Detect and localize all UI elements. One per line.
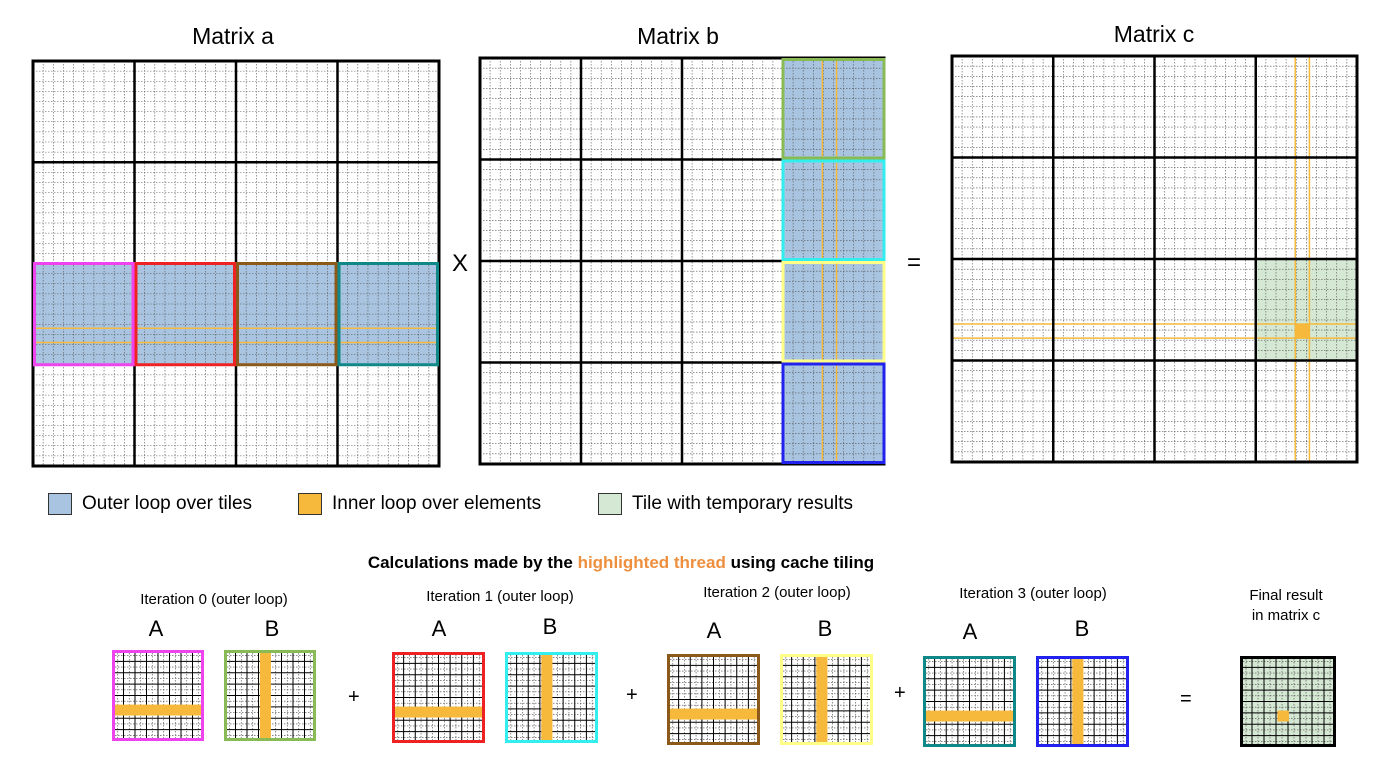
iteration-3-b-label: B [1074, 616, 1090, 641]
tile-a-0-outline [33, 262, 135, 367]
matrix-b [478, 56, 886, 466]
tile-border [392, 652, 485, 743]
tile-a-2-outline [236, 262, 338, 367]
calc-title: Calculations made by the highlighted thr… [171, 553, 1071, 573]
matrix-b-title: Matrix b [637, 23, 719, 49]
iteration-1-a-label: A [431, 616, 447, 641]
multiply-symbol: X [452, 250, 469, 277]
outer-loop-swatch [48, 493, 72, 515]
legend-temp: Tile with temporary results [598, 493, 853, 515]
final-result-tile [1240, 656, 1336, 747]
iteration-2-b-label: B [817, 616, 833, 641]
inner-loop-column [541, 652, 553, 743]
matrix-c-title: Matrix c [1113, 21, 1195, 47]
legend-outer: Outer loop over tiles [48, 493, 252, 515]
iteration-0-title: Iteration 0 (outer loop) [140, 591, 288, 608]
matrix-a-title: Matrix a [192, 23, 274, 49]
inner-loop-row [667, 708, 760, 720]
tile-border [1036, 656, 1129, 747]
matrix-border [950, 54, 1359, 464]
inner-loop-row [392, 706, 485, 718]
tile-border [505, 652, 598, 743]
iteration-1-b-label: B [542, 614, 558, 639]
iteration-2-tile-b [780, 654, 873, 745]
legend-inner-label: Inner loop over elements [332, 493, 542, 514]
iteration-0-a-label: A [148, 616, 164, 641]
inner-loop-row [923, 710, 1016, 722]
iteration-0-tile-a [112, 650, 204, 741]
iteration-2-a-label: A [706, 618, 722, 643]
iteration-0-b-label: B [264, 616, 280, 641]
tile-border [1240, 656, 1336, 747]
tile-border [224, 650, 316, 741]
iteration-0-tile-b [224, 650, 316, 741]
inner-loop-column [259, 650, 271, 741]
temp-tile-swatch [598, 493, 622, 515]
inner-loop-row [112, 704, 204, 716]
calc-title-after: using cache tiling [725, 553, 875, 572]
iteration-1-title: Iteration 1 (outer loop) [426, 588, 574, 605]
highlighted-element [1295, 323, 1310, 339]
tile-border [112, 650, 204, 741]
matrix-c [950, 54, 1359, 464]
equals-symbol-small: = [1180, 688, 1192, 710]
tile-b-0-outline [781, 58, 886, 160]
inner-loop-swatch [298, 493, 322, 515]
tile-a-1-outline [134, 262, 236, 367]
result-element [1277, 710, 1289, 722]
calc-title-before: Calculations made by the [367, 553, 578, 572]
iteration-2-title: Iteration 2 (outer loop) [703, 584, 851, 601]
tile-b-1-outline [781, 159, 886, 261]
tile-b-2-outline [781, 261, 886, 363]
iteration-2-tile-a [667, 654, 760, 745]
plus-symbol-1: + [348, 686, 360, 708]
tile-border [667, 654, 760, 745]
legend-temp-label: Tile with temporary results [632, 493, 854, 514]
tile-b-3-outline [781, 362, 886, 464]
final-result-line2: in matrix c [1251, 607, 1321, 624]
iteration-3-a-label: A [962, 619, 978, 644]
plus-symbol-2: + [626, 684, 638, 706]
final-result-line1: Final result [1249, 587, 1323, 604]
iteration-3-title: Iteration 3 (outer loop) [959, 585, 1107, 602]
inner-loop-column [816, 654, 828, 745]
final-result-label: Final result in matrix c [1216, 586, 1356, 626]
iteration-1-tile-b [505, 652, 598, 743]
inner-loop-column [1072, 656, 1084, 747]
calc-title-highlight: highlighted thread [577, 553, 726, 572]
legend-inner: Inner loop over elements [298, 493, 541, 515]
tile-border [923, 656, 1016, 747]
matrix-a [31, 59, 441, 468]
iteration-1-tile-a [392, 652, 485, 743]
equals-symbol: = [907, 249, 922, 276]
tile-a-3-outline [337, 262, 439, 367]
iteration-3-tile-a [923, 656, 1016, 747]
legend-outer-label: Outer loop over tiles [82, 493, 253, 514]
tile-border [780, 654, 873, 745]
iteration-3-tile-b [1036, 656, 1129, 747]
plus-symbol-3: + [894, 682, 906, 704]
